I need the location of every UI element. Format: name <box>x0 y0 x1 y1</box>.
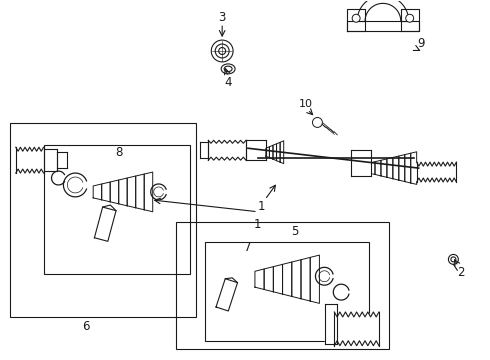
Polygon shape <box>119 178 127 206</box>
Polygon shape <box>276 142 280 162</box>
Text: 7: 7 <box>244 241 252 254</box>
Circle shape <box>448 255 458 264</box>
Polygon shape <box>292 260 301 299</box>
Polygon shape <box>216 279 238 311</box>
Polygon shape <box>102 205 116 211</box>
Polygon shape <box>375 160 381 176</box>
Polygon shape <box>95 207 116 241</box>
Bar <box>205 242 369 341</box>
Text: 10: 10 <box>298 99 313 109</box>
Bar <box>10 123 196 317</box>
Polygon shape <box>273 144 276 161</box>
Circle shape <box>352 14 360 22</box>
Polygon shape <box>127 176 136 208</box>
Text: 6: 6 <box>82 320 90 333</box>
Polygon shape <box>405 153 411 183</box>
Polygon shape <box>401 9 418 31</box>
Text: 2: 2 <box>458 266 465 279</box>
Ellipse shape <box>221 64 235 74</box>
Polygon shape <box>246 140 266 160</box>
Polygon shape <box>255 269 264 289</box>
Polygon shape <box>280 141 284 164</box>
Bar <box>44 145 191 274</box>
Polygon shape <box>110 180 119 204</box>
Polygon shape <box>200 142 208 158</box>
Text: 8: 8 <box>115 146 122 159</box>
Polygon shape <box>264 267 273 292</box>
Polygon shape <box>334 312 379 346</box>
Polygon shape <box>270 145 273 159</box>
Circle shape <box>451 257 456 262</box>
Polygon shape <box>266 147 270 158</box>
Polygon shape <box>144 172 153 212</box>
Polygon shape <box>347 21 418 31</box>
Polygon shape <box>225 278 238 283</box>
Text: 1: 1 <box>254 218 262 231</box>
Text: 4: 4 <box>224 76 232 89</box>
Text: 1: 1 <box>258 200 266 213</box>
Text: 5: 5 <box>291 225 298 238</box>
Polygon shape <box>283 262 292 296</box>
Circle shape <box>215 44 229 58</box>
Polygon shape <box>16 147 44 173</box>
Polygon shape <box>416 162 456 182</box>
Polygon shape <box>208 140 246 160</box>
Ellipse shape <box>224 66 232 72</box>
Polygon shape <box>273 264 283 294</box>
Polygon shape <box>381 159 387 177</box>
Polygon shape <box>357 0 409 21</box>
Polygon shape <box>393 156 399 180</box>
Circle shape <box>406 14 414 22</box>
Polygon shape <box>102 182 110 202</box>
Polygon shape <box>301 257 310 301</box>
Polygon shape <box>310 255 319 303</box>
Polygon shape <box>44 149 57 171</box>
Polygon shape <box>347 9 365 31</box>
Polygon shape <box>369 162 375 175</box>
Polygon shape <box>411 152 416 184</box>
Circle shape <box>211 40 233 62</box>
Bar <box>175 222 389 349</box>
Circle shape <box>313 117 322 127</box>
Polygon shape <box>136 174 144 210</box>
Polygon shape <box>387 157 393 179</box>
Polygon shape <box>93 184 102 200</box>
Polygon shape <box>57 152 68 168</box>
Polygon shape <box>325 304 337 344</box>
Text: 3: 3 <box>219 11 226 24</box>
Polygon shape <box>351 150 371 176</box>
Text: 9: 9 <box>417 37 424 50</box>
Polygon shape <box>399 155 405 181</box>
Circle shape <box>219 48 226 54</box>
